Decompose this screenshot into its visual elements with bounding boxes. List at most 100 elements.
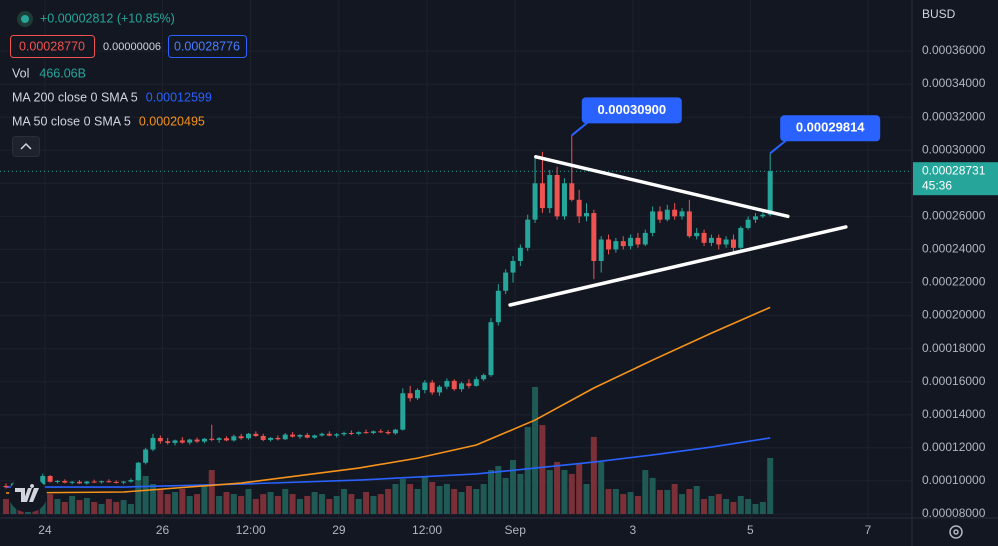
volume-bar [326, 498, 333, 514]
ask-box[interactable] [168, 35, 247, 58]
price-axis [912, 0, 998, 546]
volume-bar [127, 504, 134, 514]
callout-box [581, 97, 682, 124]
logo [15, 484, 39, 502]
candle-body [554, 175, 560, 217]
spread: 0.00000006 [103, 41, 161, 53]
x-tick-label: 29 [332, 523, 346, 537]
volume-bar [686, 489, 693, 514]
volume-bar [355, 498, 362, 514]
y-tick-label: 0.00012000 [922, 440, 986, 454]
y-tick-label: 0.00026000 [922, 209, 986, 223]
y-tick-label: 0.00010000 [922, 473, 986, 487]
candle-body [539, 183, 545, 209]
collapse-button[interactable] [12, 136, 40, 157]
candle-body [576, 199, 582, 217]
volume-bar [83, 498, 90, 514]
currency: BUSD [922, 7, 956, 21]
callout-pointer [571, 121, 589, 137]
candle-body [672, 209, 678, 217]
candle-body [422, 382, 428, 390]
volume-bar [436, 485, 443, 514]
volume-bar [642, 470, 649, 514]
candle-body [356, 432, 362, 434]
volume-bar [568, 473, 575, 514]
settings-icon[interactable] [949, 525, 963, 539]
volume-bar [296, 498, 303, 514]
candle-body [99, 481, 105, 483]
volume-bar [245, 489, 252, 514]
candle-body [62, 480, 68, 483]
candle-body [165, 441, 171, 443]
candle-body [517, 247, 523, 262]
last-price-box [913, 162, 998, 196]
candle-body [451, 380, 457, 390]
volume-bar [341, 489, 348, 514]
y-tick-label: 0.00034000 [922, 76, 986, 90]
volume-bar [164, 494, 171, 514]
candle-body [77, 481, 83, 484]
candle-body [260, 435, 266, 440]
volume-bar [612, 489, 619, 514]
candle-body [209, 438, 215, 440]
candle-body [40, 475, 46, 485]
volume-bar [47, 494, 54, 514]
candle-body [179, 440, 185, 443]
volume-bar [267, 492, 274, 514]
volume-bar [443, 483, 450, 514]
volume-bar [723, 498, 730, 514]
ma-legend-value: 0.00020495 [139, 114, 205, 128]
volume-bar [627, 492, 634, 514]
candle-body [459, 383, 465, 390]
volume-bar [120, 500, 127, 514]
candle-body [172, 440, 178, 443]
trendline [534, 155, 790, 219]
candle-body [150, 437, 156, 450]
candle-body [613, 241, 619, 250]
callout-pointer [769, 139, 787, 155]
candle-body [47, 475, 53, 482]
y-tick-label: 0.00008000 [922, 506, 986, 520]
volume-bar [752, 504, 759, 514]
candle-body [304, 434, 310, 438]
volume-bar [421, 476, 428, 514]
volume-bar [532, 386, 539, 514]
candle-body [370, 431, 376, 433]
candle-body [238, 436, 244, 439]
bid: 0.00028770 [19, 39, 85, 53]
volume-bar [465, 485, 472, 514]
candle-body [407, 393, 413, 399]
volume-bar [54, 498, 61, 514]
candle-body [297, 434, 303, 437]
volume-title: Vol [12, 66, 29, 80]
grid [0, 0, 912, 518]
volume-bar [186, 495, 193, 514]
candle-body [679, 211, 685, 217]
gear [949, 525, 963, 539]
volume-bar [451, 489, 458, 514]
volume-bar [98, 504, 105, 514]
volume-bar [370, 495, 377, 514]
candle-body [701, 232, 707, 243]
volume-pane [3, 386, 774, 514]
volume-bar [113, 501, 120, 514]
y-tick-label: 0.00018000 [922, 341, 986, 355]
volume-bar [304, 495, 311, 514]
volume-bar [252, 498, 259, 514]
volume-bar [274, 495, 281, 514]
volume-bar [693, 485, 700, 514]
ask: 0.00028776 [174, 39, 240, 53]
change: +0.00002812 (+10.85%) [40, 11, 175, 25]
candle-body [113, 481, 119, 483]
volume-bar [76, 500, 83, 514]
volume-bar [149, 483, 156, 514]
candle-body [525, 219, 531, 248]
candle-body [620, 241, 626, 247]
bid-box[interactable] [10, 35, 95, 58]
volume-bar [385, 489, 392, 514]
trendline [508, 225, 848, 307]
volume-bar [510, 460, 517, 514]
volume-bar [715, 494, 722, 514]
x-tick-label: 3 [629, 523, 636, 537]
